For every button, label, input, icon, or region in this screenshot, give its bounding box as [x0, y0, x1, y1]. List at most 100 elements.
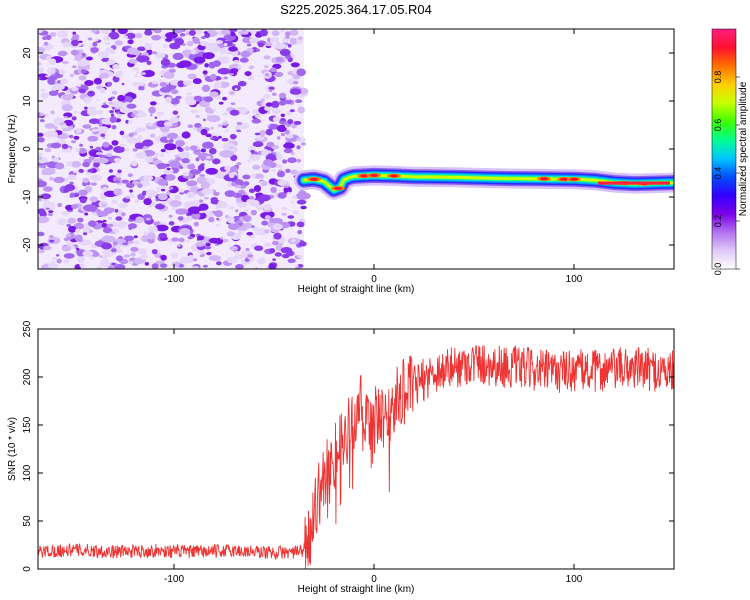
noise-speck — [57, 202, 63, 208]
noise-speck — [105, 47, 114, 53]
noise-speck — [234, 88, 238, 91]
noise-speck — [128, 120, 133, 124]
noise-speck — [112, 241, 118, 246]
noise-speck — [38, 132, 44, 137]
noise-speck — [159, 263, 168, 268]
noise-speck — [277, 192, 287, 199]
signal-peak — [540, 177, 548, 181]
noise-speck — [154, 156, 158, 160]
noise-speck — [223, 120, 229, 123]
noise-speck — [234, 184, 242, 189]
noise-speck — [114, 208, 119, 213]
noise-speck — [223, 43, 228, 47]
noise-region — [38, 29, 311, 269]
noise-speck — [108, 97, 113, 102]
noise-speck — [272, 217, 283, 224]
noise-speck — [85, 56, 93, 61]
noise-speck — [60, 78, 69, 85]
snr-x-ticks: -100 0 100 — [164, 329, 583, 585]
noise-speck — [283, 148, 293, 154]
noise-speck — [296, 199, 307, 205]
noise-speck — [291, 239, 296, 243]
noise-speck — [79, 197, 87, 204]
noise-speck — [116, 222, 126, 228]
noise-speck — [101, 223, 108, 228]
noise-speck — [218, 135, 222, 139]
noise-speck — [215, 204, 221, 210]
noise-speck — [284, 129, 290, 135]
noise-speck — [192, 78, 202, 85]
noise-speck — [130, 160, 138, 167]
noise-speck — [186, 40, 194, 47]
noise-speck — [125, 119, 130, 124]
noise-speck — [96, 98, 99, 102]
noise-speck — [135, 216, 144, 223]
noise-speck — [112, 90, 118, 95]
noise-speck — [40, 92, 49, 99]
noise-speck — [129, 192, 134, 196]
noise-speck — [128, 58, 138, 64]
noise-speck — [44, 148, 52, 153]
noise-speck — [144, 262, 150, 266]
noise-speck — [192, 37, 200, 44]
noise-speck — [156, 187, 162, 192]
noise-speck — [38, 76, 41, 80]
noise-speck — [77, 147, 87, 154]
noise-speck — [187, 215, 193, 221]
noise-speck — [91, 252, 100, 257]
noise-speck — [165, 96, 172, 104]
noise-speck — [163, 44, 168, 49]
y-tick-label: 50 — [22, 515, 33, 527]
noise-speck — [177, 216, 184, 221]
signal-peak — [390, 174, 398, 178]
x-tick-label: 0 — [371, 574, 377, 585]
noise-speck — [274, 252, 282, 257]
noise-speck — [115, 180, 121, 183]
noise-speck — [70, 140, 77, 144]
noise-speck — [99, 255, 103, 259]
noise-speck — [294, 264, 299, 268]
noise-speck — [134, 74, 139, 78]
noise-speck — [63, 253, 75, 259]
noise-speck — [82, 250, 94, 257]
noise-speck — [88, 220, 97, 227]
noise-speck — [68, 225, 77, 233]
noise-speck — [231, 29, 238, 32]
noise-speck — [51, 256, 58, 261]
noise-speck — [38, 157, 43, 161]
noise-speck — [169, 186, 174, 190]
noise-speck — [102, 141, 110, 148]
noise-speck — [50, 260, 55, 264]
noise-speck — [50, 142, 62, 149]
noise-speck — [78, 40, 83, 43]
noise-speck — [201, 188, 214, 195]
noise-speck — [210, 126, 214, 130]
noise-speck — [194, 123, 202, 128]
noise-speck — [150, 133, 156, 138]
noise-speck — [178, 237, 185, 243]
noise-speck — [250, 150, 255, 153]
noise-speck — [61, 211, 70, 216]
noise-speck — [160, 188, 166, 192]
noise-speck — [53, 126, 58, 131]
noise-speck — [84, 106, 88, 110]
noise-speck — [287, 215, 295, 219]
noise-speck — [238, 30, 246, 35]
snr-panel: -100 0 100 0 50 100 150 200 250 Height of strai… — [7, 320, 675, 595]
noise-speck — [250, 174, 257, 178]
colorbar-ticks: 0.0 0.2 0.4 0.6 0.8 — [713, 71, 740, 275]
noise-speck — [187, 124, 193, 128]
noise-speck — [109, 231, 116, 235]
noise-speck — [248, 65, 255, 70]
noise-speck — [206, 251, 212, 256]
noise-speck — [278, 120, 286, 125]
noise-speck — [72, 33, 80, 40]
noise-speck — [267, 150, 272, 154]
noise-speck — [175, 140, 186, 147]
noise-speck — [108, 149, 113, 153]
noise-speck — [159, 81, 167, 87]
noise-speck — [167, 132, 179, 139]
noise-speck — [56, 258, 62, 264]
noise-speck — [49, 58, 57, 65]
